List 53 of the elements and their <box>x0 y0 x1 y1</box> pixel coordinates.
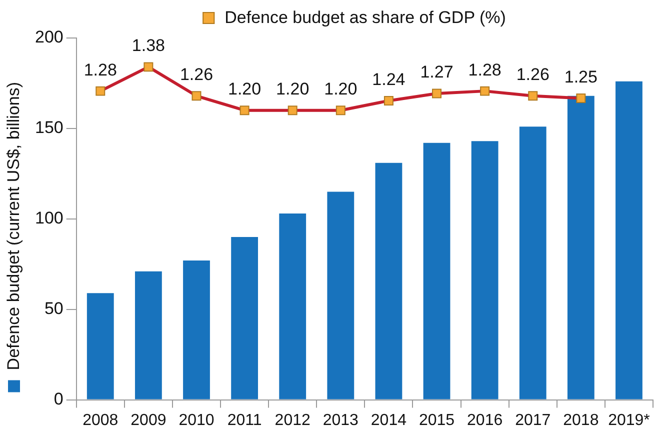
bar <box>567 96 594 400</box>
x-tick-label: 2015 <box>418 412 455 429</box>
data-label: 1.38 <box>132 36 165 56</box>
point <box>528 91 538 101</box>
point <box>480 86 490 96</box>
data-label: 1.20 <box>228 80 262 99</box>
data-label: 1.27 <box>420 62 454 82</box>
point <box>384 96 394 106</box>
x-tick-label: 2008 <box>82 412 118 429</box>
data-label: 1.28 <box>84 60 117 80</box>
data-label: 1.24 <box>372 70 406 89</box>
y-tick-label: 200 <box>34 28 64 47</box>
x-tick-label: 2009 <box>130 412 166 429</box>
x-tick-label: 2011 <box>227 412 262 429</box>
point <box>96 86 106 96</box>
x-tick-label: 2017 <box>515 412 551 429</box>
bar <box>183 260 210 400</box>
bar <box>86 293 114 400</box>
data-label: 1.20 <box>276 80 310 99</box>
legend-label: Defence budget as share of GDP (%) <box>224 8 506 28</box>
point <box>144 62 154 72</box>
y-tick-label: 50 <box>44 299 64 318</box>
bar <box>519 126 546 400</box>
point <box>192 91 202 101</box>
point <box>240 106 250 116</box>
y-axis-title: Defence budget (current US$, billions) <box>4 82 24 370</box>
x-tick-label: 2012 <box>274 412 310 429</box>
y-tick-label: 0 <box>54 389 64 408</box>
y-tick-label: 150 <box>34 118 64 138</box>
data-label: 1.25 <box>564 67 598 86</box>
bar <box>616 81 642 400</box>
point <box>336 106 346 116</box>
x-tick-label: 2019* <box>608 412 650 429</box>
data-label: 1.26 <box>180 65 214 84</box>
y-tick-label: 100 <box>34 208 64 228</box>
x-tick-label: 2016 <box>467 412 503 429</box>
data-label: 1.26 <box>516 65 550 84</box>
x-tick-label: 2018 <box>563 412 599 429</box>
point <box>288 106 298 116</box>
bar <box>327 192 354 400</box>
bar <box>134 271 162 400</box>
x-tick-label: 2014 <box>370 412 407 429</box>
bar <box>423 142 450 400</box>
data-label: 1.28 <box>468 60 502 80</box>
bar <box>375 162 402 400</box>
bar <box>279 213 306 400</box>
x-tick-label: 2013 <box>322 412 359 429</box>
point <box>576 94 586 104</box>
point <box>432 88 442 98</box>
bar <box>231 236 258 400</box>
x-tick-label: 2010 <box>178 412 214 429</box>
bar <box>471 141 498 400</box>
data-label: 1.20 <box>324 80 358 99</box>
